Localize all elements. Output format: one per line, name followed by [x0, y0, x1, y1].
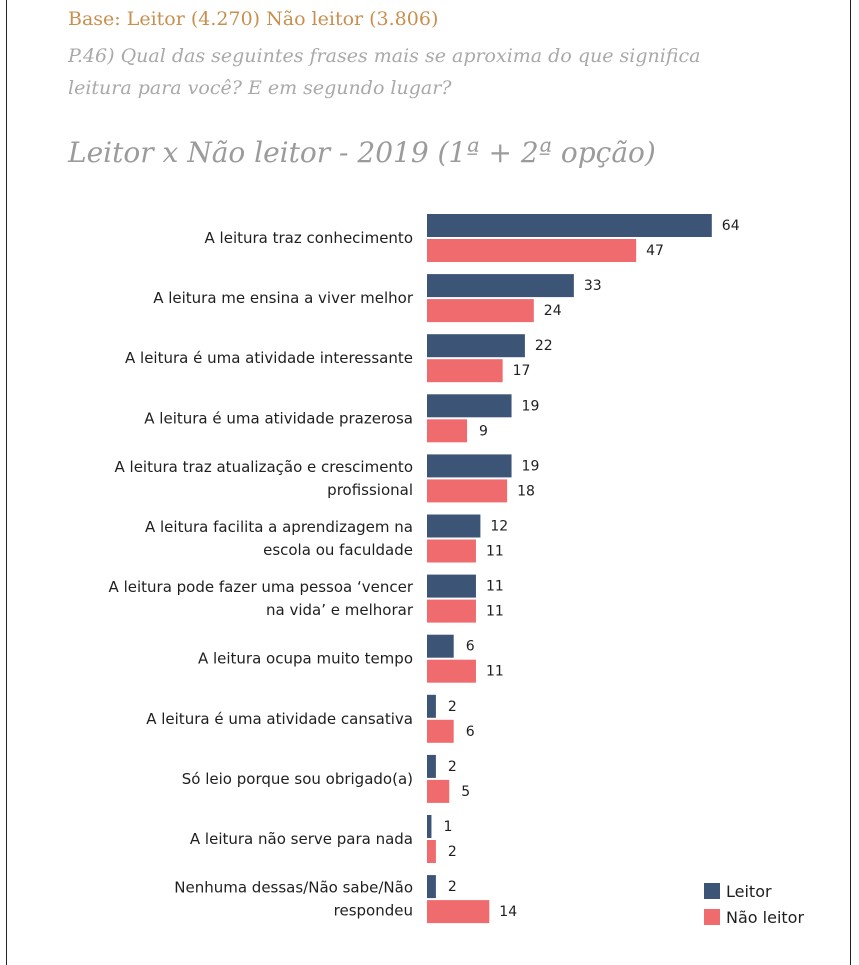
category-label: Só leio porque sou obrigado(a): [182, 770, 413, 788]
bar-leitor: [427, 875, 436, 899]
bar-leitor: [427, 634, 454, 658]
value-label: 64: [722, 218, 740, 234]
bar-leitor: [427, 514, 481, 538]
bar-nao-leitor: [427, 419, 468, 443]
category-label: na vida’ e melhorar: [266, 601, 414, 619]
category-label: escola ou faculdade: [263, 541, 413, 559]
bar-leitor: [427, 574, 476, 598]
value-label: 22: [535, 338, 553, 354]
bar-leitor: [427, 334, 525, 358]
value-label: 1: [443, 819, 452, 835]
bar-nao-leitor: [427, 840, 436, 863]
bar-nao-leitor: [427, 359, 503, 383]
value-label: 2: [448, 844, 457, 860]
value-label: 5: [461, 784, 470, 800]
category-label: Nenhuma dessas/Não sabe/Não: [174, 879, 413, 897]
value-label: 19: [522, 458, 540, 474]
base-note: Base: Leitor (4.270) Não leitor (3.806): [68, 8, 439, 30]
value-label: 18: [517, 483, 535, 499]
bar-leitor: [427, 815, 432, 838]
value-label: 12: [490, 519, 508, 535]
category-label: A leitura é uma atividade cansativa: [146, 710, 413, 728]
bar-nao-leitor: [427, 779, 450, 803]
page-frame: [6, 0, 851, 965]
bar-nao-leitor: [427, 299, 534, 323]
value-label: 6: [466, 724, 475, 740]
value-label: 11: [486, 604, 504, 620]
category-label: A leitura não serve para nada: [190, 830, 413, 848]
bar-leitor: [427, 214, 712, 237]
chart-title: Leitor x Não leitor - 2019 (1ª + 2ª opçã…: [68, 136, 656, 169]
value-label: 6: [466, 639, 475, 655]
value-label: 2: [448, 879, 457, 895]
bar-leitor: [427, 454, 512, 478]
value-label: 33: [584, 278, 602, 294]
value-label: 2: [448, 759, 457, 775]
value-label: 47: [646, 243, 664, 259]
value-label: 24: [544, 303, 562, 319]
value-label: 2: [448, 699, 457, 715]
legend-label: Não leitor: [726, 908, 804, 927]
question-text: P.46) Qual das seguintes frases mais se …: [68, 45, 701, 99]
category-label: A leitura me ensina a viver melhor: [153, 289, 414, 307]
category-label: A leitura traz conhecimento: [205, 229, 413, 247]
value-label: 17: [513, 363, 531, 379]
bar-nao-leitor: [427, 479, 508, 503]
legend-swatch-nao-leitor: [704, 909, 720, 925]
bar-nao-leitor: [427, 659, 476, 683]
bar-nao-leitor: [427, 900, 490, 924]
legend-label: Leitor: [726, 882, 772, 901]
category-label: A leitura facilita a aprendizagem na: [145, 518, 413, 536]
value-label: 11: [486, 664, 504, 680]
bar-nao-leitor: [427, 719, 454, 743]
bar-nao-leitor: [427, 539, 476, 563]
category-label: A leitura traz atualização e crescimento: [115, 458, 414, 476]
category-label: A leitura pode fazer uma pessoa ‘vencer: [109, 578, 414, 596]
bar-nao-leitor: [427, 599, 476, 623]
value-label: 11: [486, 579, 504, 595]
bar-leitor: [427, 274, 574, 298]
value-label: 19: [522, 398, 540, 414]
category-label: A leitura é uma atividade interessante: [125, 349, 413, 367]
bar-nao-leitor: [427, 239, 637, 262]
category-label: A leitura ocupa muito tempo: [198, 650, 413, 668]
category-label: respondeu: [334, 902, 413, 920]
bar-leitor: [427, 394, 512, 418]
value-label: 9: [479, 423, 488, 439]
bar-leitor: [427, 694, 436, 718]
value-label: 14: [499, 904, 517, 920]
value-label: 11: [486, 544, 504, 560]
category-label: A leitura é uma atividade prazerosa: [144, 409, 413, 427]
legend-swatch-leitor: [704, 883, 720, 899]
category-label: profissional: [327, 481, 413, 499]
bar-leitor: [427, 754, 436, 778]
